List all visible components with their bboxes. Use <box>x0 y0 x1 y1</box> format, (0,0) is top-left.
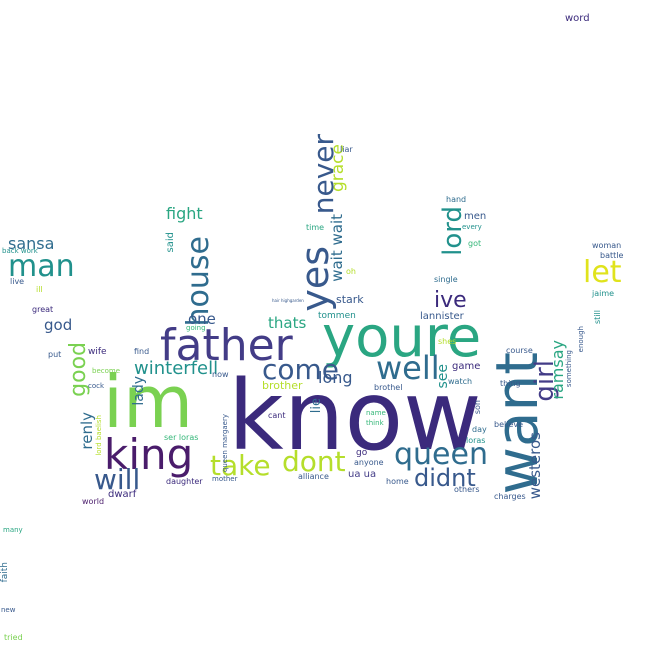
word-others: others <box>454 485 480 494</box>
word-will: will <box>94 463 141 496</box>
word-king: king <box>104 430 194 479</box>
word-ill: ill <box>36 285 43 294</box>
word-enough: enough <box>577 326 585 353</box>
word-hair-highgarden: hair highgarden <box>272 298 304 303</box>
word-woman: woman <box>592 241 622 250</box>
word-find: find <box>134 347 150 356</box>
word-live: live <box>10 277 25 286</box>
word-put: put <box>48 350 62 359</box>
word-tried: tried <box>4 633 23 642</box>
word-game: game <box>452 361 481 372</box>
word-going: going <box>186 324 206 332</box>
word-said: said <box>165 232 176 253</box>
word-every: every <box>462 223 482 231</box>
word-dwarf: dwarf <box>108 489 137 500</box>
word-winterfell: winterfell <box>134 358 219 379</box>
word-cant: cant <box>268 411 286 420</box>
word-time: time <box>306 223 325 232</box>
word-loras: loras <box>466 436 486 445</box>
word-still: still <box>593 310 602 324</box>
word-name: name <box>366 409 386 417</box>
word-anyone: anyone <box>354 458 384 467</box>
word-didnt: didnt <box>414 464 476 492</box>
word-something: something <box>565 350 573 388</box>
word-daughter: daughter <box>166 477 203 486</box>
word-ser-loras: ser loras <box>164 433 199 442</box>
word-shes: shes <box>438 337 457 346</box>
word-liar: liar <box>340 145 353 154</box>
word-lady: lady <box>131 376 147 406</box>
word-ramsay: ramsay <box>548 340 567 400</box>
word-back-work: back work <box>2 247 38 255</box>
word-word: word <box>565 13 590 24</box>
word-now: now <box>212 370 229 379</box>
word-oh: oh <box>346 267 356 276</box>
word-god: god <box>44 316 73 334</box>
word-take: take <box>210 449 271 482</box>
word-dont: dont <box>282 445 346 478</box>
word-im: im <box>103 360 194 444</box>
word-think: think <box>366 419 384 427</box>
word-got: got <box>468 239 482 248</box>
word-son: son <box>473 400 482 415</box>
word-home: home <box>386 477 409 486</box>
word-battle: battle <box>600 251 624 260</box>
word-ua-ua: ua ua <box>348 469 377 480</box>
word-become: become <box>92 367 121 375</box>
word-wait-wait: wait wait <box>328 214 346 282</box>
word-many: many <box>3 526 23 534</box>
word-wife: wife <box>88 347 107 357</box>
word-brother: brother <box>262 379 303 392</box>
word-thats: thats <box>268 314 307 332</box>
word-lord-baelish: lord baelish <box>95 415 103 456</box>
word-great: great <box>32 305 54 314</box>
word-stark: stark <box>336 293 364 306</box>
word-well: well <box>376 349 440 387</box>
word-new: new <box>1 606 16 614</box>
word-father: father <box>160 320 293 371</box>
word-faith: faith <box>0 562 10 583</box>
word-let: let <box>583 255 622 290</box>
word-long: long <box>318 368 353 387</box>
word-good: good <box>66 342 91 397</box>
word-world: world <box>82 497 105 506</box>
word-tommen: tommen <box>318 311 356 321</box>
word-lie: lie <box>309 398 324 414</box>
word-men: men <box>464 211 487 222</box>
word-believe: believe <box>494 420 524 429</box>
word-queen: queen <box>394 437 488 472</box>
word-go: go <box>356 448 368 458</box>
word-course: course <box>506 346 533 355</box>
word-renly: renly <box>78 412 96 450</box>
word-cock: cock <box>88 382 105 390</box>
word-charges: charges <box>494 492 526 501</box>
word-queen-margaery: queen margaery <box>221 414 229 473</box>
word-mother: mother <box>212 475 238 483</box>
word-thing: thing <box>500 379 521 388</box>
word-know: know <box>228 360 482 472</box>
word-day: day <box>472 425 487 434</box>
word-brothel: brothel <box>374 383 403 392</box>
word-single: single <box>434 275 458 284</box>
word-watch: watch <box>448 377 473 386</box>
word-man: man <box>8 249 75 284</box>
word-sansa: sansa <box>8 234 55 253</box>
word-alliance: alliance <box>298 472 329 481</box>
word-one: one <box>188 310 216 328</box>
word-come: come <box>262 353 340 386</box>
word-hand: hand <box>446 195 467 204</box>
word-westeros: westeros <box>526 432 544 500</box>
word-youre: youre <box>322 305 482 370</box>
word-fight: fight <box>166 204 203 223</box>
word-jaime: jaime <box>592 289 615 298</box>
word-lannister: lannister <box>420 311 464 322</box>
word-ive: ive <box>434 288 467 313</box>
